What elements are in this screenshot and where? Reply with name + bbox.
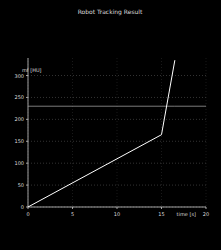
series-line [28,60,175,207]
tick-label: 150 [14,138,24,144]
plot-area [28,60,206,207]
tick-label: 50 [18,182,24,188]
grid-line [28,58,29,207]
grid-line [117,58,118,207]
grid-line [28,119,206,120]
tick-label: 100 [14,160,24,166]
grid-line [72,58,73,207]
grid-line [28,141,206,142]
tick-label: 20 [203,211,209,217]
grid-line [206,58,207,207]
tick-label: 250 [14,94,24,100]
tick-label: 10 [114,211,120,217]
x-axis-label: time [s] [177,211,196,217]
tick-label: 0 [26,211,29,217]
background [0,0,221,250]
chart: Robot Tracking Result 0 50 100 150 200 250 300 0… [0,0,221,250]
grid-line [28,75,206,76]
tick-label: 300 [14,73,24,79]
tick-label: 200 [14,116,24,122]
tick-label: 15 [158,211,164,217]
tick-label: 5 [71,211,74,217]
series-line [28,106,206,107]
x-axis [28,207,206,208]
grid-line [28,207,206,208]
y-axis [28,58,29,207]
title: Robot Tracking Result [78,8,143,16]
y-axis-label: mf [HU] [22,67,42,73]
tick-label: 0 [21,204,24,210]
